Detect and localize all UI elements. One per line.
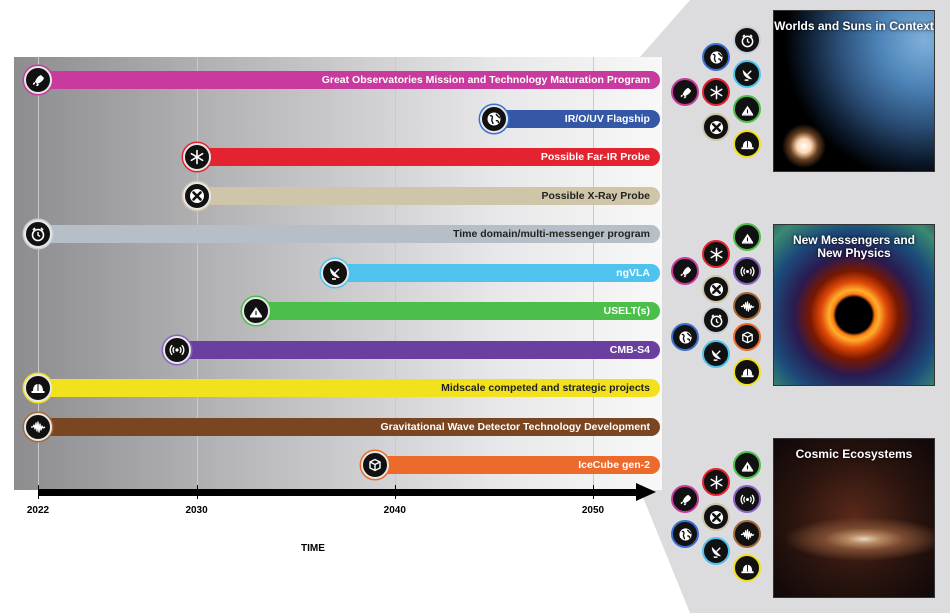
telescope-dome-icon [733,451,761,479]
globe-icon [702,43,730,71]
program-bar: CMB-S4 [176,340,660,359]
radio-dish-icon [733,60,761,88]
program-bar: Time domain/multi-messenger program [38,225,660,243]
theme-new-messengers: New Messengers and New Physics [773,224,935,386]
hard-hat-icon [733,130,761,158]
telescope-dome-icon [733,95,761,123]
program-bar: Possible Far-IR Probe [196,148,660,166]
gravitational-wave-icon [733,292,761,320]
axis-tick [38,485,39,499]
snowflake-icon [182,143,211,171]
hard-hat-icon [733,358,761,386]
snowflake-icon [702,468,730,496]
radio-dish-icon [702,537,730,565]
signal-waves-icon [733,485,761,513]
globe-icon [671,323,699,351]
hard-hat-icon [733,554,761,582]
telescope-dome-icon [733,223,761,251]
globe-icon [671,520,699,548]
theme-title: Cosmic Ecosystems [795,447,913,461]
x-ray-icon [702,113,730,141]
ice-cube-icon [733,323,761,351]
clock-icon [24,220,52,248]
telescope-dome-icon [242,297,271,325]
gridline [38,57,39,490]
axis-tick-label: 2030 [185,505,208,516]
program-bar: Possible X-Ray Probe [196,186,660,205]
snowflake-icon [702,78,730,106]
gravitational-wave-icon [733,520,761,548]
axis-tick-label: 2040 [383,505,406,516]
gravitational-wave-icon [24,412,52,441]
axis-tick-label: 2050 [581,505,605,516]
program-bar: USELT(s) [256,302,660,320]
snowflake-icon [702,240,730,268]
program-bar: Gravitational Wave Detector Technology D… [38,417,660,436]
radio-dish-icon [702,340,730,368]
x-ray-icon [702,503,730,531]
x-ray-icon [182,181,211,210]
program-bar: IR/O/UV Flagship [493,109,660,128]
axis-tick-label: 2022 [26,505,50,516]
clock-icon [733,26,761,54]
rocket-icon [24,66,52,94]
radio-dish-icon [321,258,350,287]
axis-tick [394,485,396,499]
time-axis [38,489,638,496]
ice-cube-icon [360,451,389,479]
clock-icon [702,306,730,334]
gridline [196,57,198,490]
hard-hat-icon [24,374,52,402]
theme-worlds-and-suns: Worlds and Suns in Context [773,10,935,172]
theme-title: Worlds and Suns in Context [774,19,934,33]
signal-waves-icon [733,257,761,285]
axis-tick [196,485,198,499]
globe-icon [479,104,508,133]
program-bar: ngVLA [335,263,660,282]
program-bar: Great Observatories Mission and Technolo… [38,71,660,89]
program-bar: Midscale competed and strategic projects [38,379,660,397]
axis-tick [593,485,594,499]
theme-cosmic-ecosystems: Cosmic Ecosystems [773,438,935,598]
rocket-icon [671,485,699,513]
x-ray-icon [702,275,730,303]
rocket-icon [671,78,699,106]
time-axis-arrowhead [636,483,656,501]
signal-waves-icon [162,335,191,364]
program-bar: IceCube gen-2 [374,456,660,474]
theme-title: New Messengers and New Physics [792,233,916,260]
axis-title: TIME [301,543,325,554]
rocket-icon [671,257,699,285]
